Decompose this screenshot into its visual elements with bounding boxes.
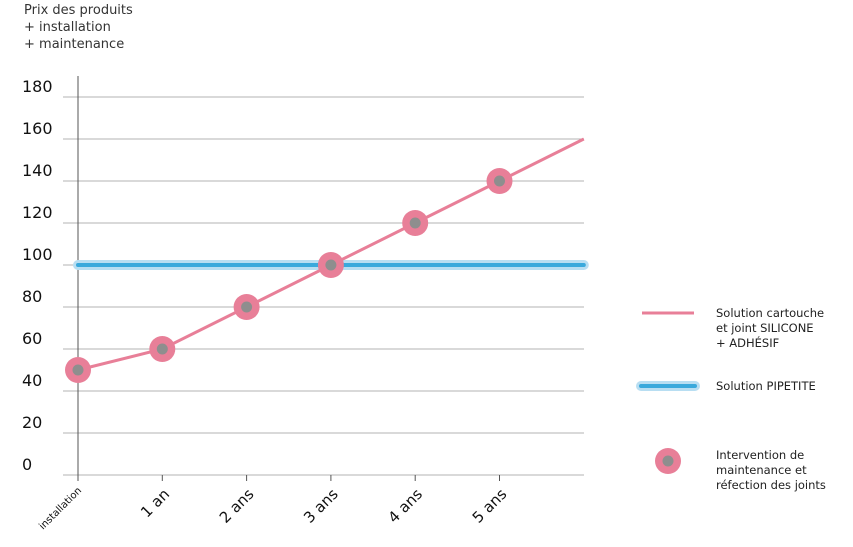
- legend-label-silicone: Solution cartouche et joint SILICONE + A…: [716, 306, 824, 351]
- y-tick-label-0: 0: [22, 455, 32, 474]
- intervention-marker-center-0: [72, 364, 84, 376]
- y-axis-title-line-1: Prix des produits: [24, 3, 133, 18]
- legend-silicone-line-3: + ADHÉSIF: [716, 336, 780, 350]
- intervention-marker-center-3: [325, 259, 337, 271]
- intervention-marker-center-5: [494, 175, 505, 187]
- legend-silicone-line-1: Solution cartouche: [716, 306, 825, 320]
- x-tick-label-0: installation: [37, 485, 84, 532]
- y-tick-label-100: 100: [22, 245, 53, 264]
- intervention-marker-center-2: [241, 301, 253, 313]
- x-tick-label-1: 1 an: [137, 485, 173, 521]
- y-tick-label-40: 40: [22, 371, 42, 390]
- x-tick-label-3: 3 ans: [300, 485, 342, 527]
- legend-label-intervention: Intervention de maintenance et réfection…: [716, 448, 826, 493]
- y-tick-label-20: 20: [22, 413, 42, 432]
- y-tick-label-120: 120: [22, 203, 53, 222]
- legend-label-pipetite: Solution PIPETITE: [716, 379, 816, 394]
- legend-pipetite-line-1: Solution PIPETITE: [716, 379, 816, 393]
- intervention-marker-center-4: [409, 217, 421, 229]
- y-axis-title-line-3: + maintenance: [24, 37, 125, 52]
- legend-intervention-line-3: réfection des joints: [716, 478, 826, 492]
- y-axis-title: Prix des produits + installation + maint…: [24, 2, 133, 53]
- x-tick-label-5: 5 ans: [469, 485, 511, 527]
- y-tick-label-60: 60: [22, 329, 42, 348]
- intervention-marker-center-1: [156, 343, 168, 355]
- y-tick-label-80: 80: [22, 287, 42, 306]
- legend-swatch-intervention-center: [662, 455, 674, 467]
- x-tick-label-2: 2 ans: [216, 485, 258, 527]
- legend-intervention-line-1: Intervention de: [716, 448, 805, 462]
- legend-intervention-line-2: maintenance et: [716, 463, 807, 477]
- x-tick-label-4: 4 ans: [384, 485, 426, 527]
- y-axis-title-line-2: + installation: [24, 20, 111, 35]
- y-tick-label-140: 140: [22, 161, 53, 180]
- legend-silicone-line-2: et joint SILICONE: [716, 321, 814, 335]
- y-tick-label-180: 180: [22, 77, 53, 96]
- y-tick-label-160: 160: [22, 119, 53, 138]
